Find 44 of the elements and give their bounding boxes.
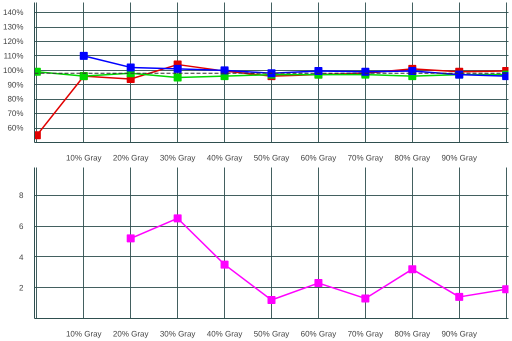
y-tick-label: 70% (7, 109, 24, 118)
point (174, 64, 182, 73)
point (314, 67, 322, 76)
x-tick-label: 70% Gray (348, 330, 384, 338)
x-tick-label: 50% Gray (254, 154, 290, 162)
y-tick-label: 100% (3, 66, 24, 75)
y-tick-label: 110% (4, 51, 24, 60)
x-tick-label: 40% Gray (206, 330, 242, 338)
x-tick-label: 60% Gray (300, 330, 336, 338)
y-tick-label: 90% (7, 80, 24, 90)
x-tick-label: 10% Gray (66, 330, 102, 338)
point (174, 74, 182, 82)
y-tick-label: 80% (7, 94, 24, 104)
y-tick-label: 60% (7, 124, 24, 133)
y-tick-label: 120% (3, 36, 24, 46)
point (80, 52, 88, 60)
x-tick-label: 90% Gray (441, 330, 478, 338)
point (455, 292, 464, 301)
point (126, 234, 135, 242)
y-tick-label: 8 (19, 191, 24, 200)
point (126, 63, 135, 72)
x-tick-label: 80% Gray (394, 154, 430, 162)
x-tick-label: 80% Gray (394, 330, 430, 338)
y-tick-label: 6 (19, 222, 24, 232)
x-tick-label: 50% Gray (254, 330, 290, 338)
y-tick-label: 140% (3, 8, 24, 18)
x-tick-label: 70% Gray (348, 154, 384, 162)
point (361, 294, 370, 302)
x-tick-label: 30% Gray (160, 154, 196, 162)
x-tick-label: 20% Gray (112, 330, 148, 338)
x-tick-label: 30% Gray (160, 330, 196, 338)
x-tick-label: 60% Gray (300, 154, 336, 162)
y-tick-label: 4 (19, 252, 24, 262)
x-tick-label: 90% Gray (441, 154, 478, 162)
y-tick-label: 2 (19, 284, 24, 293)
point (314, 279, 322, 288)
point (268, 296, 276, 304)
y-tick-label: 130% (3, 22, 24, 32)
x-tick-label: 20% Gray (112, 154, 148, 162)
point (174, 214, 182, 222)
point (408, 265, 416, 274)
x-tick-label: 40% Gray (206, 154, 242, 162)
point (220, 260, 229, 269)
x-tick-label: 10% Gray (66, 154, 102, 162)
